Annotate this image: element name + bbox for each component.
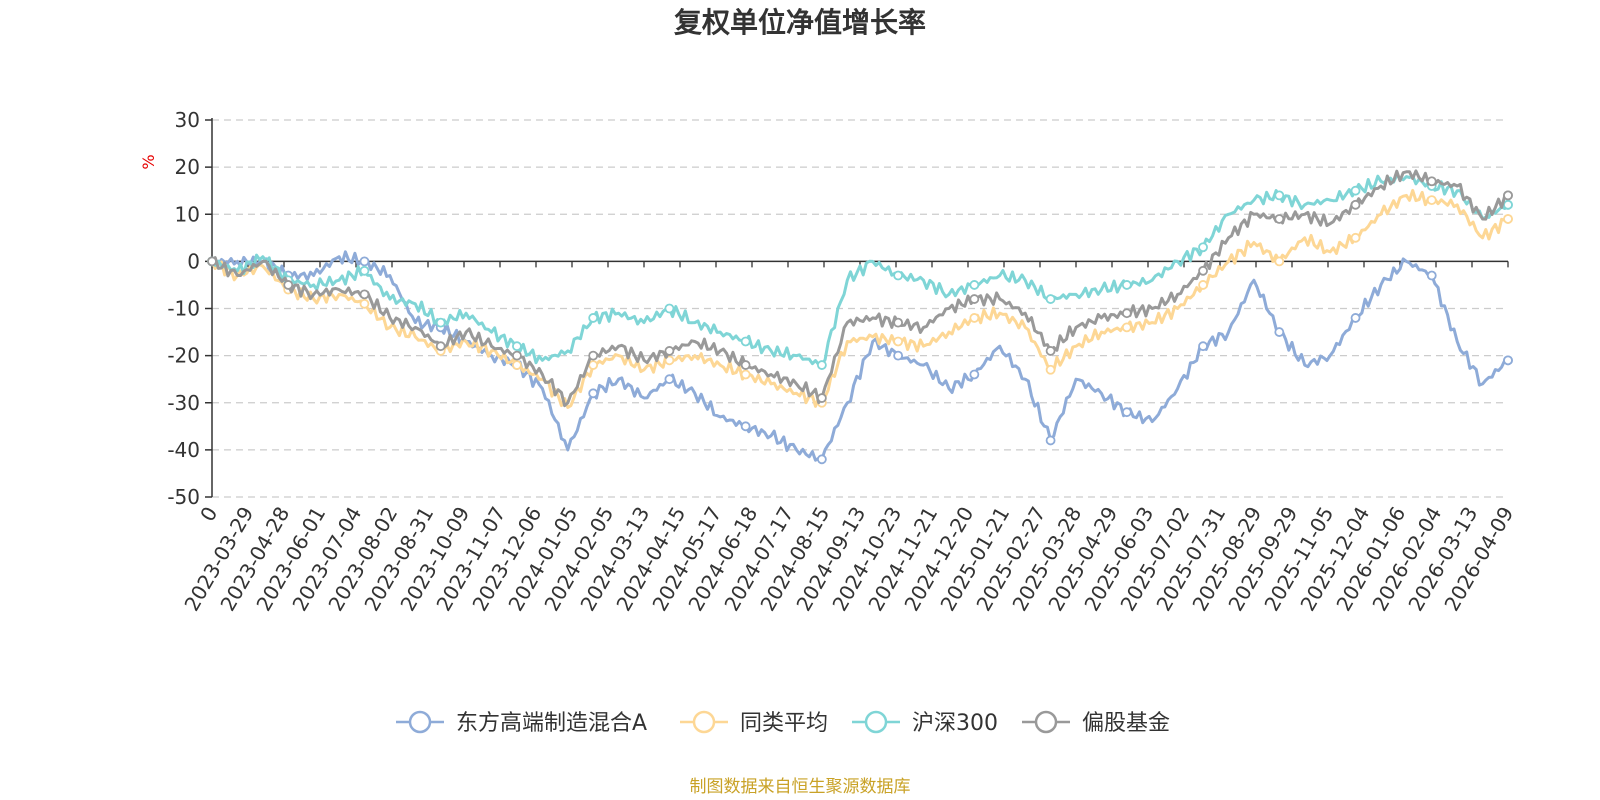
data-point — [1274, 190, 1285, 201]
legend-item[interactable]: 同类平均 — [680, 710, 828, 736]
data-point — [1350, 232, 1361, 243]
data-point — [512, 341, 522, 352]
data-point — [969, 369, 980, 380]
data-point — [1350, 199, 1361, 210]
data-point — [1045, 364, 1056, 375]
data-point — [740, 336, 751, 347]
data-point — [816, 454, 827, 465]
data-point — [1503, 190, 1513, 201]
y-axis-unit: % — [139, 154, 158, 169]
data-point — [1045, 294, 1056, 304]
legend-label: 沪深300 — [912, 711, 998, 736]
data-point — [740, 360, 751, 370]
data-point — [588, 388, 599, 399]
data-point — [1198, 341, 1208, 352]
data-point — [1350, 185, 1361, 196]
data-point — [893, 270, 904, 281]
y-axis-ticks: 30 20 10 0 -10 -20 -30 -40 -50 — [167, 108, 212, 509]
data-point — [893, 336, 904, 347]
data-point — [969, 280, 980, 290]
data-point — [1503, 199, 1513, 210]
data-point — [1274, 327, 1285, 337]
data-point — [1121, 280, 1132, 290]
legend-marker — [692, 710, 716, 734]
data-point — [1045, 435, 1056, 446]
y-tick-label: 0 — [187, 249, 200, 273]
y-tick-label: 20 — [175, 155, 200, 179]
data-point — [1503, 355, 1513, 366]
series-lines — [207, 169, 1513, 465]
data-point — [1274, 256, 1285, 267]
series-line — [210, 169, 1509, 408]
chart-title: 复权单位净值增长率 — [674, 6, 926, 39]
data-point — [1045, 346, 1056, 356]
legend-marker — [408, 710, 432, 734]
y-tick-label: -30 — [167, 391, 200, 415]
legend-label: 同类平均 — [740, 711, 828, 736]
data-point — [1274, 214, 1285, 224]
data-point — [1121, 322, 1132, 333]
grid-lines — [212, 119, 1508, 498]
series-line — [210, 188, 1509, 409]
y-tick-label: -40 — [167, 438, 200, 462]
data-point — [1198, 280, 1208, 290]
legend-marker — [864, 710, 888, 734]
series-line — [210, 173, 1510, 367]
data-point — [664, 346, 675, 356]
legend-label: 东方高端制造混合A — [456, 711, 647, 736]
data-point — [969, 313, 980, 323]
data-point — [1426, 195, 1437, 206]
series-line — [211, 250, 1508, 462]
data-point — [588, 313, 599, 323]
legend-item[interactable]: 东方高端制造混合A — [396, 710, 647, 736]
data-point — [1198, 242, 1208, 253]
data-point — [512, 360, 522, 370]
data-point — [664, 303, 675, 314]
data-point — [359, 298, 370, 309]
data-point — [359, 256, 370, 267]
data-point — [893, 317, 904, 328]
data-point — [588, 360, 599, 370]
x-tick-label: 0 — [195, 503, 222, 526]
data-point — [1503, 214, 1513, 224]
legend-label: 偏股基金 — [1082, 711, 1170, 736]
y-tick-label: 30 — [175, 108, 200, 132]
data-point — [664, 355, 675, 366]
data-point — [359, 289, 370, 300]
data-point — [1121, 308, 1132, 319]
y-tick-label: -20 — [167, 344, 200, 368]
legend-item[interactable]: 偏股基金 — [1022, 710, 1170, 736]
data-point — [359, 265, 370, 276]
data-point — [588, 350, 599, 361]
y-tick-label: 10 — [175, 202, 200, 226]
data-point — [816, 393, 827, 403]
data-point — [512, 350, 522, 361]
y-tick-label: -50 — [167, 485, 200, 509]
data-point — [283, 280, 294, 290]
data-point — [740, 369, 751, 380]
data-point — [969, 294, 980, 304]
data-point — [1121, 407, 1132, 418]
data-point — [893, 350, 904, 361]
x-axis-ticks: 02023-03-292023-04-282023-06-012023-07-0… — [179, 261, 1518, 615]
data-point — [1350, 313, 1361, 323]
data-point — [207, 256, 217, 267]
data-point — [664, 374, 675, 385]
legend-marker — [1034, 710, 1058, 734]
data-point — [816, 360, 827, 370]
data-point — [740, 421, 751, 432]
data-point — [435, 341, 446, 352]
source-note: 制图数据来自恒生聚源数据库 — [690, 777, 911, 797]
data-point — [1198, 265, 1208, 276]
data-point — [1426, 270, 1437, 281]
data-point — [1426, 176, 1437, 187]
y-tick-label: -10 — [167, 297, 200, 321]
data-point — [435, 317, 446, 328]
legend-item[interactable]: 沪深300 — [852, 710, 998, 736]
legend[interactable]: 东方高端制造混合A 同类平均 沪深300 偏股基金 — [396, 710, 1170, 736]
